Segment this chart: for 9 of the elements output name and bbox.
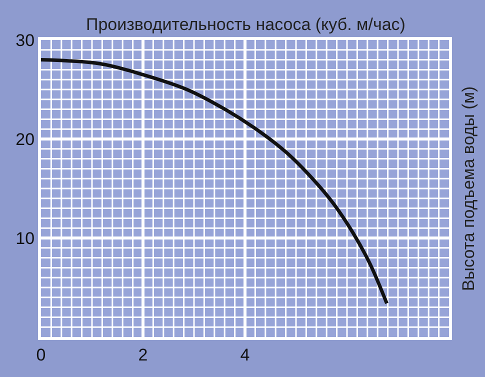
y-tick-label: 10 [16, 228, 35, 248]
x-tick-label: 4 [240, 345, 250, 364]
x-axis-title: Производительность насоса (куб. м/час) [86, 15, 406, 34]
y-axis-title: Высота подъема воды (м) [459, 86, 478, 291]
y-tick-label: 20 [16, 130, 35, 149]
x-tick-label: 2 [138, 345, 148, 364]
x-tick-label: 0 [36, 345, 46, 364]
line-series [41, 58, 389, 306]
y-tick-label: 30 [16, 30, 35, 50]
